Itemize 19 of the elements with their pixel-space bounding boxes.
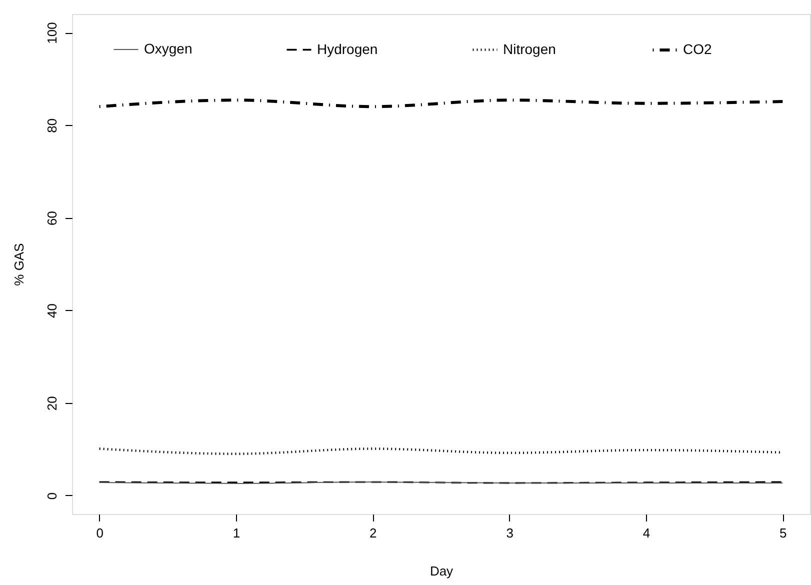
y-tick-label: 80 [44, 118, 60, 133]
x-tick-label: 2 [370, 526, 377, 540]
x-tick-label: 5 [780, 526, 787, 540]
x-axis-title: Day [430, 564, 454, 578]
legend-label: Hydrogen [317, 40, 378, 57]
legend-label: Nitrogen [503, 40, 556, 57]
y-axis-title: % GAS [12, 242, 26, 286]
x-tick-label: 3 [506, 526, 514, 540]
legend-label: Oxygen [144, 40, 192, 56]
x-tick-label: 4 [642, 526, 650, 540]
x-tick-label: 1 [232, 526, 240, 540]
legend-label: CO2 [683, 41, 712, 57]
line-series [98, 98, 784, 108]
y-tick-label: 40 [44, 304, 60, 318]
y-tick-label: 0 [44, 492, 60, 500]
y-tick-label: 100 [44, 22, 60, 44]
y-tick-label: 60 [44, 210, 60, 226]
x-tick-label: 0 [96, 526, 104, 540]
y-tick-label: 20 [44, 396, 60, 411]
